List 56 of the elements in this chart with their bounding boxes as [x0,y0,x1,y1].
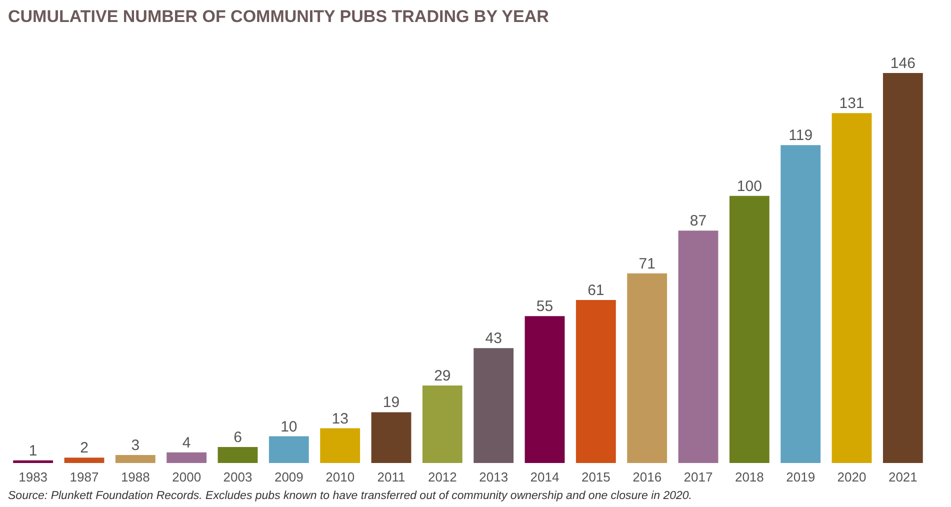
x-tick-label: 2021 [888,470,918,484]
x-tick-label: 2009 [274,470,304,484]
data-label: 146 [890,55,916,72]
bar [678,230,718,463]
bar [218,446,258,463]
bar [115,454,156,463]
x-tick-label: 2019 [786,470,816,484]
data-label: 6 [234,428,242,446]
x-tick-label: 2003 [223,470,252,484]
x-tick-label: 2020 [837,470,866,484]
x-tick-label: 2018 [734,470,764,484]
data-label: 1 [28,442,38,460]
data-label: 19 [382,394,400,412]
bar [627,273,668,463]
bar [832,113,872,463]
bar [576,300,616,463]
data-label: 3 [131,436,140,454]
x-tick-label: 2010 [326,470,355,484]
bar [882,73,923,463]
x-tick-label: 2012 [428,470,457,484]
data-label: 55 [536,298,554,316]
data-label: 61 [588,282,604,300]
x-tick-label: 1988 [120,470,150,484]
data-label: 4 [182,434,191,452]
bar [64,458,104,463]
bar [371,412,412,463]
x-tick-label: 2000 [172,470,202,484]
bar [729,196,770,463]
bar [268,436,309,463]
bar [320,428,360,463]
x-tick-label: 2011 [377,470,406,484]
data-label: 2 [80,440,88,457]
chart-title: CUMULATIVE NUMBER OF COMMUNITY PUBS TRADING BY YEAR [8,7,549,26]
bar [524,316,565,463]
data-label: 10 [280,418,298,436]
data-label: 119 [788,127,813,144]
bar [13,460,54,463]
bar [166,452,207,463]
source-note: Source: Plunkett Foundation Records. Excludes pubs known to have transferred out of community ownership and one closure in 2020. [8,490,692,502]
data-label: 100 [736,178,762,195]
x-tick-label: 1983 [18,470,48,484]
x-tick-label: 2017 [684,470,713,484]
x-tick-label: 1987 [70,470,99,484]
x-tick-label: 2015 [581,470,610,484]
bar [474,348,514,463]
bar [422,386,462,463]
data-label: 71 [638,255,656,272]
data-label: 29 [434,368,451,385]
bar [780,145,821,463]
x-tick-label: 2013 [479,470,508,484]
data-label: 13 [332,410,348,428]
data-label: 131 [839,95,864,112]
x-tick-label: 2016 [632,470,662,484]
x-tick-label: 2014 [530,470,560,484]
data-label: 43 [485,330,502,348]
data-label: 87 [690,212,707,230]
